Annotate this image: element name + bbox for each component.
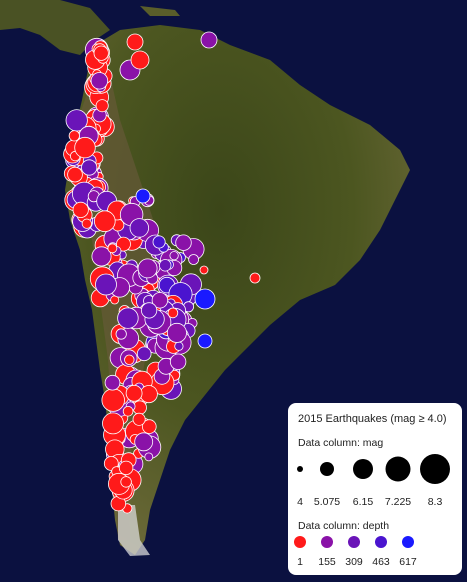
earthquake-marker[interactable] [117,307,139,329]
legend-size-heading: Data column: mag [298,437,384,449]
earthquake-marker[interactable] [125,384,143,402]
earthquake-marker[interactable] [124,354,135,366]
earthquake-marker[interactable] [169,251,179,261]
legend-color-label: 617 [399,556,417,568]
earthquake-marker[interactable] [134,432,154,452]
earthquake-marker[interactable] [67,166,83,183]
legend-color-swatch [321,536,333,548]
earthquake-marker[interactable] [135,188,151,204]
earthquake-marker[interactable] [74,136,96,159]
earthquake-marker[interactable] [188,254,200,265]
map-legend: 2015 Earthquakes (mag ≥ 4.0) Data column… [288,403,462,575]
earthquake-marker[interactable] [158,259,172,272]
earthquake-marker[interactable] [72,201,89,218]
legend-size-symbol [353,459,373,479]
earthquake-marker[interactable] [197,333,213,349]
central-america-landmass [0,0,110,55]
patagonia-snow [118,505,150,556]
legend-color-swatch [348,536,360,548]
legend-size-label: 5.075 [313,496,341,508]
legend-size-symbol [385,456,411,482]
legend-size-label: 4 [297,496,303,508]
earthquake-marker[interactable] [107,243,118,254]
legend-size-symbol [320,462,334,476]
legend-color-heading: Data column: depth [298,520,390,532]
earthquake-marker[interactable] [120,476,132,488]
legend-symbols [294,454,450,548]
earthquake-marker[interactable] [95,273,117,296]
earthquake-marker[interactable] [175,234,192,251]
earthquake-marker[interactable] [104,374,121,391]
earthquake-marker[interactable] [174,341,184,351]
earthquake-marker[interactable] [90,72,109,90]
earthquake-marker[interactable] [94,210,116,233]
earthquake-marker[interactable] [151,292,169,309]
earthquake-marker[interactable] [93,45,109,61]
earthquake-marker[interactable] [194,288,216,310]
legend-color-label: 463 [372,556,390,568]
legend-size-label: 8.3 [427,496,443,508]
earthquake-marker[interactable] [132,412,146,426]
earthquake-marker[interactable] [142,419,157,434]
earthquake-marker[interactable] [152,235,166,249]
legend-size-symbol [297,466,303,472]
earthquake-marker[interactable] [130,50,150,70]
earthquake-marker[interactable] [95,99,109,113]
earthquake-marker[interactable] [141,302,158,319]
earthquake-marker[interactable] [139,385,158,404]
caribbean-islands [140,6,180,16]
earthquake-marker[interactable] [200,31,218,49]
earthquake-marker[interactable] [122,405,134,417]
earthquake-marker[interactable] [167,307,179,319]
earthquake-markers [63,31,261,514]
earthquake-marker[interactable] [68,130,80,142]
earthquake-marker[interactable] [136,346,152,362]
legend-color-label: 309 [345,556,363,568]
earthquake-marker[interactable] [199,265,209,275]
earthquake-marker[interactable] [81,159,98,176]
earthquake-marker[interactable] [102,412,124,435]
earthquake-marker[interactable] [169,353,187,371]
earthquake-marker[interactable] [166,322,187,343]
earthquake-marker[interactable] [137,258,158,279]
legend-color-label: 155 [318,556,336,568]
earthquake-marker[interactable] [126,33,144,51]
legend-size-label: 6.15 [352,496,374,508]
legend-color-swatch [294,536,306,548]
legend-size-label: 7.225 [384,496,412,508]
earthquake-marker[interactable] [249,272,261,284]
legend-color-swatch [402,536,414,548]
earthquake-marker[interactable] [101,388,125,412]
earthquake-marker[interactable] [144,452,154,462]
legend-size-symbol [420,454,450,484]
earthquake-marker[interactable] [118,460,134,476]
legend-title: 2015 Earthquakes (mag ≥ 4.0) [298,413,447,425]
earthquake-marker[interactable] [81,218,92,229]
earthquake-marker[interactable] [115,328,127,340]
earthquake-marker[interactable] [91,246,112,267]
earthquake-marker[interactable] [129,218,150,238]
legend-color-label: 1 [297,556,303,568]
legend-color-swatch [375,536,387,548]
